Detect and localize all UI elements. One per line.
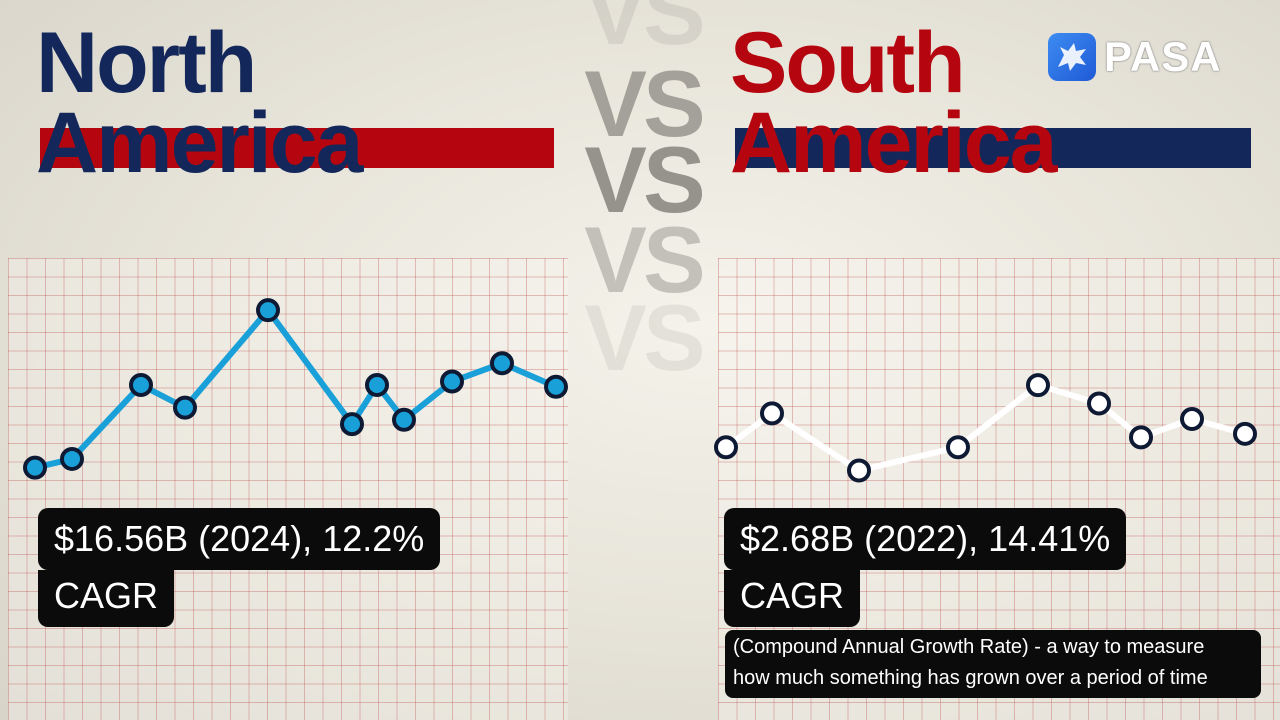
right-data-point-6 [1087, 391, 1111, 416]
left-data-point-11 [544, 374, 568, 399]
left-data-point-5 [256, 298, 280, 323]
left-title-line1: North [36, 15, 257, 111]
left-data-point-3 [129, 373, 153, 397]
left-data-point-4 [173, 395, 197, 420]
right-data-point-5 [1026, 373, 1050, 398]
right-data-point-1 [714, 435, 738, 460]
right-stat-line1: $2.68B (2022), 14.41% [724, 508, 1127, 570]
right-title-line1: South [730, 15, 966, 111]
left-grid-panel [8, 258, 568, 720]
right-data-point-3 [847, 458, 871, 483]
right-stat-line2: CAGR [724, 570, 861, 627]
left-data-point-10 [490, 351, 514, 376]
right-data-point-7 [1129, 425, 1153, 450]
definition-line1: (Compound Annual Growth Rate) - a way to… [733, 636, 1205, 658]
logo-text: PASA [1104, 33, 1222, 80]
left-data-point-2 [60, 446, 84, 471]
definition-line2: how much something has grown over a peri… [733, 667, 1208, 689]
bull-icon [1048, 33, 1096, 81]
vs-text-4: VS [584, 207, 705, 312]
right-data-point-9 [1233, 421, 1257, 446]
right-series-line [724, 382, 1246, 474]
left-title-line2: America [36, 95, 363, 191]
right-title-line2: America [730, 95, 1057, 191]
left-title-bar [40, 128, 554, 168]
right-data-point-2 [760, 401, 784, 426]
right-title-bar [735, 128, 1251, 168]
left-data-point-7 [365, 373, 389, 397]
cagr-definition: (Compound Annual Growth Rate) - a way to… [725, 630, 1261, 698]
left-stat-line2: CAGR [38, 570, 175, 627]
left-series-line [34, 307, 558, 471]
vs-text-3: VS [584, 127, 705, 232]
left-data-point-6 [340, 412, 364, 437]
vs-text-2: VS [584, 51, 705, 156]
right-chart [714, 373, 1257, 483]
vs-text-1: VS [584, 0, 705, 64]
vs-text-5: VS [584, 285, 705, 390]
left-data-point-9 [440, 369, 464, 394]
left-data-point-8 [392, 407, 416, 432]
left-data-point-1 [23, 455, 47, 480]
left-stat-line1: $16.56B (2024), 12.2% [38, 508, 441, 570]
left-chart [23, 298, 568, 480]
right-data-point-8 [1180, 407, 1204, 432]
right-data-point-4 [946, 435, 970, 460]
